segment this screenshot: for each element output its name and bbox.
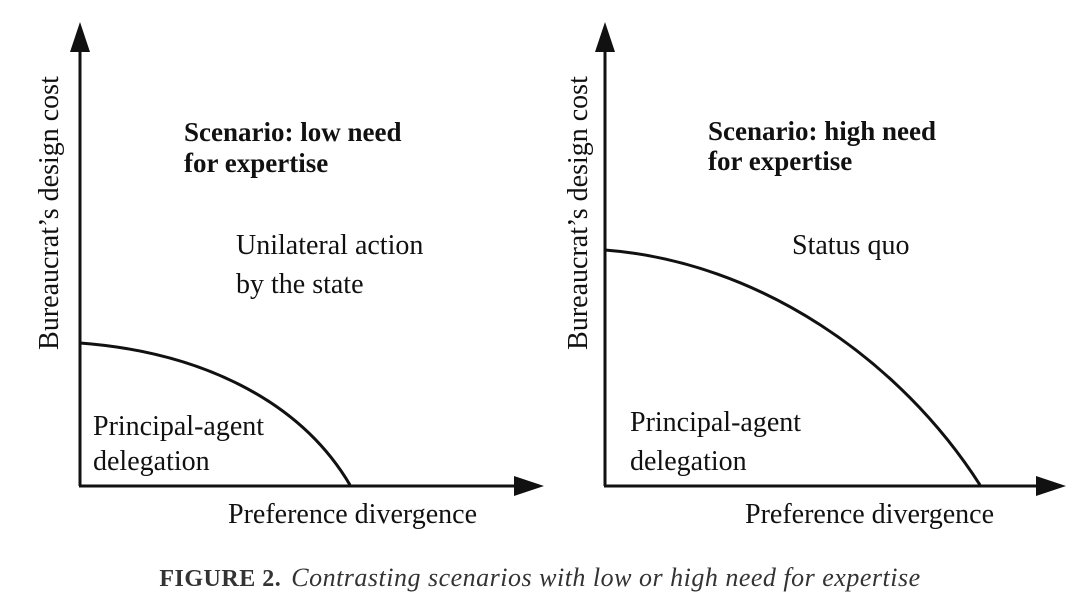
delegation-boundary-curve xyxy=(79,341,352,486)
upper-region-label: Status quo xyxy=(792,230,909,261)
x-axis-label: Preference divergence xyxy=(745,499,994,530)
scenario-title-line2: for expertise xyxy=(184,148,328,178)
lower-region-label-line1: Principal-agent xyxy=(93,411,264,442)
panel-low-need: Bureaucrat’s design cost Preference dive… xyxy=(34,22,544,530)
scenario-title-line1: Scenario: low need xyxy=(184,117,401,147)
delegation-boundary-curve xyxy=(604,248,982,486)
scenario-title-line2: for expertise xyxy=(708,146,852,176)
caption-label: FIGURE 2. xyxy=(159,566,281,592)
y-axis-arrow-icon xyxy=(595,22,615,52)
x-axis-label: Preference divergence xyxy=(228,499,477,530)
lower-region-label-line2: delegation xyxy=(630,446,747,477)
x-axis-arrow-icon xyxy=(514,476,544,496)
y-axis-label: Bureaucrat’s design cost xyxy=(34,76,65,350)
scenario-title-line1: Scenario: high need xyxy=(708,116,936,146)
x-axis-arrow-icon xyxy=(1036,476,1066,496)
panel-high-need: Bureaucrat’s design cost Preference dive… xyxy=(563,22,1066,530)
lower-region-label-line2: delegation xyxy=(93,446,210,477)
caption-text: Contrasting scenarios with low or high n… xyxy=(291,563,920,592)
upper-region-label-line1: Unilateral action xyxy=(236,230,423,261)
y-axis-arrow-icon xyxy=(70,22,90,52)
y-axis-label: Bureaucrat’s design cost xyxy=(563,76,594,350)
lower-region-label-line1: Principal-agent xyxy=(630,407,801,438)
upper-region-label-line2: by the state xyxy=(236,269,364,300)
figure-caption: FIGURE 2. Contrasting scenarios with low … xyxy=(159,563,920,592)
